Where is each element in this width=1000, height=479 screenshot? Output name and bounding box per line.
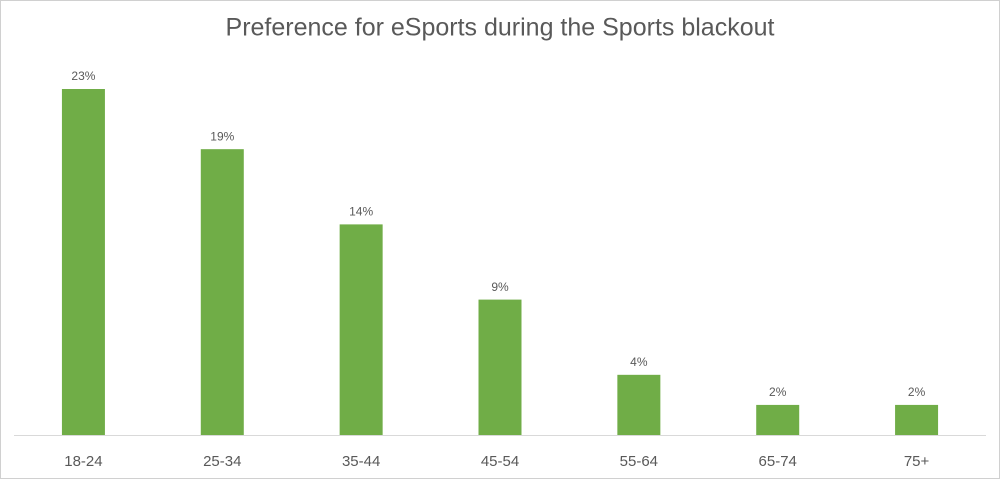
x-tick-label: 75+ — [904, 453, 930, 470]
bar — [200, 149, 244, 435]
x-tick-label: 65-74 — [759, 453, 797, 470]
x-tick-label: 25-34 — [203, 453, 241, 470]
x-tick-label: 45-54 — [481, 453, 519, 470]
data-label: 2% — [908, 385, 926, 399]
data-label: 4% — [630, 355, 648, 369]
data-label: 19% — [210, 129, 234, 143]
x-tick-label: 18-24 — [64, 453, 102, 470]
bar — [895, 404, 939, 435]
bar — [339, 224, 383, 435]
x-tick-label: 35-44 — [342, 453, 380, 470]
data-label: 9% — [491, 280, 509, 294]
bar — [617, 374, 661, 435]
bar — [478, 299, 522, 435]
bar — [756, 404, 800, 435]
chart-title: Preference for eSports during the Sports… — [226, 14, 775, 42]
x-tick-label: 55-64 — [620, 453, 658, 470]
data-label: 14% — [349, 205, 373, 219]
bar — [61, 89, 105, 435]
data-label: 2% — [769, 385, 787, 399]
data-label: 23% — [71, 69, 95, 83]
